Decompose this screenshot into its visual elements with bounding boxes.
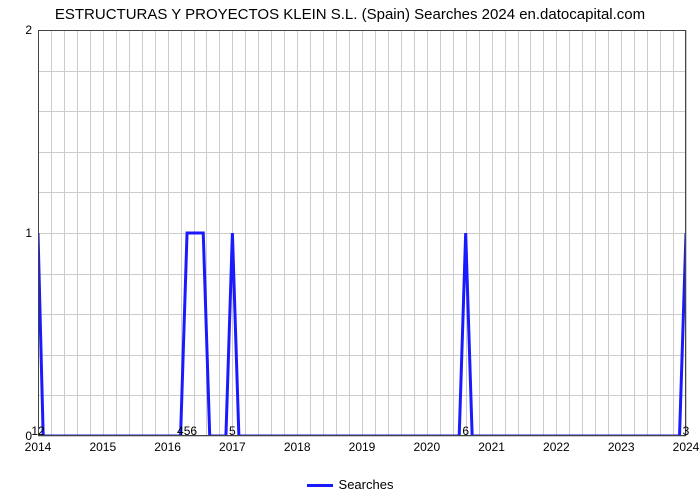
data-point-label: 3 xyxy=(683,424,690,438)
data-point-label: 6 xyxy=(462,424,469,438)
legend-label: Searches xyxy=(339,477,394,492)
x-tick-label: 2015 xyxy=(89,440,116,454)
x-tick-label: 2020 xyxy=(413,440,440,454)
x-tick-label: 2024 xyxy=(673,440,700,454)
x-tick-label: 2023 xyxy=(608,440,635,454)
x-tick-label: 2018 xyxy=(284,440,311,454)
chart-title: ESTRUCTURAS Y PROYECTOS KLEIN S.L. (Spai… xyxy=(0,6,700,23)
y-tick-label: 1 xyxy=(25,226,32,240)
chart-series-line xyxy=(38,30,686,436)
x-tick-label: 2017 xyxy=(219,440,246,454)
x-tick-label: 2021 xyxy=(478,440,505,454)
x-tick-label: 2016 xyxy=(154,440,181,454)
data-point-label: 5 xyxy=(229,424,236,438)
x-tick-label: 2019 xyxy=(349,440,376,454)
x-tick-label: 2022 xyxy=(543,440,570,454)
legend-swatch xyxy=(307,484,333,487)
chart-container: { "chart": { "type": "line", "title": "E… xyxy=(0,0,700,500)
chart-plot-area: 2014201520162017201820192020202120222023… xyxy=(38,30,686,436)
data-point-label: 456 xyxy=(177,424,197,438)
data-point-label: 12 xyxy=(31,424,44,438)
chart-legend: Searches xyxy=(0,477,700,492)
y-tick-label: 2 xyxy=(25,23,32,37)
